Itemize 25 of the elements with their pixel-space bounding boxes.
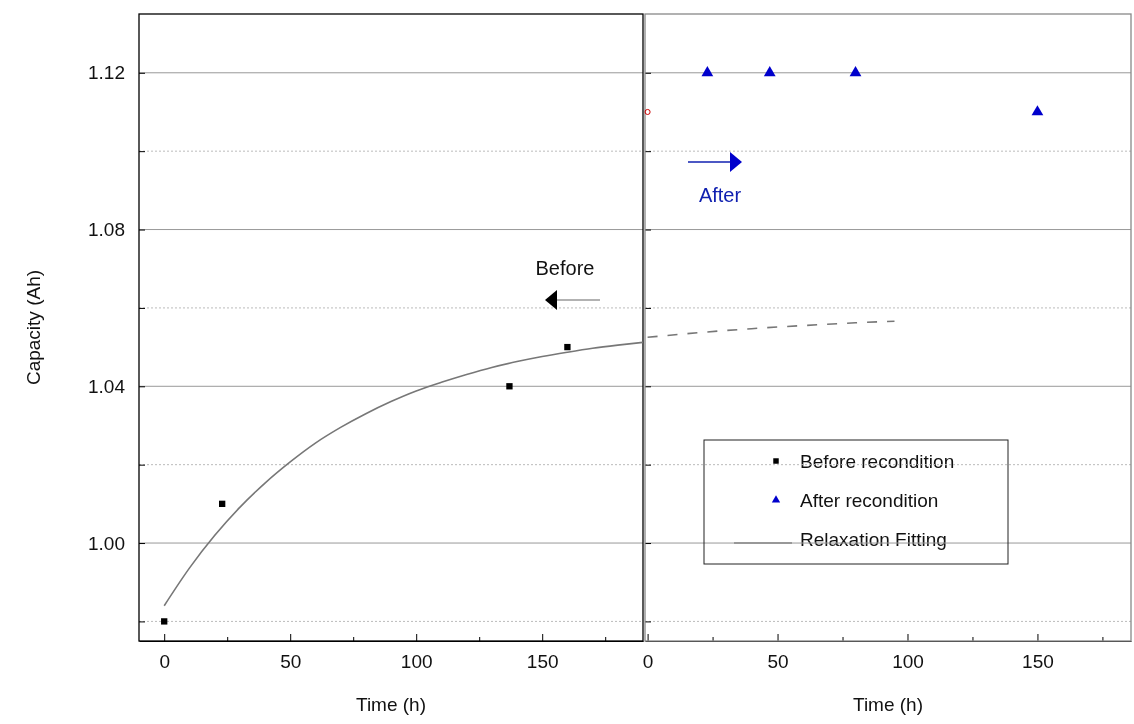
- y-tick-label: 1.12: [88, 62, 125, 84]
- line-series: [163, 341, 644, 607]
- x-tick-label: 150: [1022, 651, 1054, 673]
- legend-label: Before recondition: [800, 451, 955, 472]
- x-tick-label: 50: [767, 651, 789, 673]
- x-tick-label: 0: [159, 651, 170, 673]
- point: [161, 618, 168, 625]
- x-tick-label: 0: [642, 651, 654, 673]
- legend-label: After recondition: [800, 490, 939, 511]
- x-tick-label: 150: [526, 651, 559, 673]
- x-tick-label: 100: [400, 651, 433, 673]
- point: [564, 343, 571, 351]
- legend-label: Relaxation Fitting: [800, 529, 947, 550]
- annotation: Before: [535, 257, 595, 279]
- point: [506, 383, 513, 390]
- x-tick-label: 100: [892, 651, 924, 673]
- point: [219, 500, 226, 508]
- x-axis-title: Time (h): [355, 694, 427, 715]
- y-tick-label: 1.00: [88, 532, 125, 554]
- x-axis-title: Time (h): [852, 694, 924, 715]
- annotation: After: [698, 184, 742, 206]
- y-axis-title: Capacity (Ah): [23, 269, 44, 386]
- y-tick-label: 1.08: [88, 219, 125, 241]
- y-tick-label: 1.04: [88, 375, 126, 397]
- x-tick-label: 50: [280, 651, 302, 673]
